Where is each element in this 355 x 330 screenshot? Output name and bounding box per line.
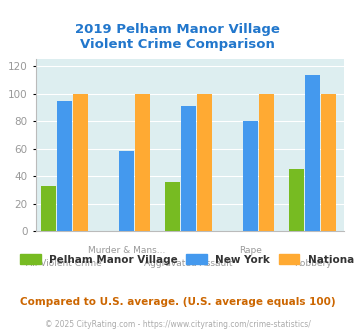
Bar <box>305 75 320 231</box>
Bar <box>181 106 196 231</box>
Bar <box>57 101 72 231</box>
Bar <box>289 169 304 231</box>
Bar <box>259 94 274 231</box>
Bar <box>321 94 336 231</box>
Text: 2019 Pelham Manor Village
Violent Crime Comparison: 2019 Pelham Manor Village Violent Crime … <box>75 23 280 51</box>
Text: Aggravated Assault: Aggravated Assault <box>144 259 233 268</box>
Bar <box>243 121 258 231</box>
Text: Robbery: Robbery <box>294 259 331 268</box>
Bar <box>135 94 150 231</box>
Bar <box>165 182 180 231</box>
Text: Compared to U.S. average. (U.S. average equals 100): Compared to U.S. average. (U.S. average … <box>20 297 335 307</box>
Text: © 2025 CityRating.com - https://www.cityrating.com/crime-statistics/: © 2025 CityRating.com - https://www.city… <box>45 320 310 329</box>
Bar <box>41 186 56 231</box>
Bar <box>72 94 88 231</box>
Text: Murder & Mans...: Murder & Mans... <box>88 246 165 255</box>
Bar <box>119 151 134 231</box>
Legend: Pelham Manor Village, New York, National: Pelham Manor Village, New York, National <box>16 250 355 269</box>
Text: All Violent Crime: All Violent Crime <box>26 259 102 268</box>
Text: Rape: Rape <box>239 246 262 255</box>
Bar <box>197 94 212 231</box>
